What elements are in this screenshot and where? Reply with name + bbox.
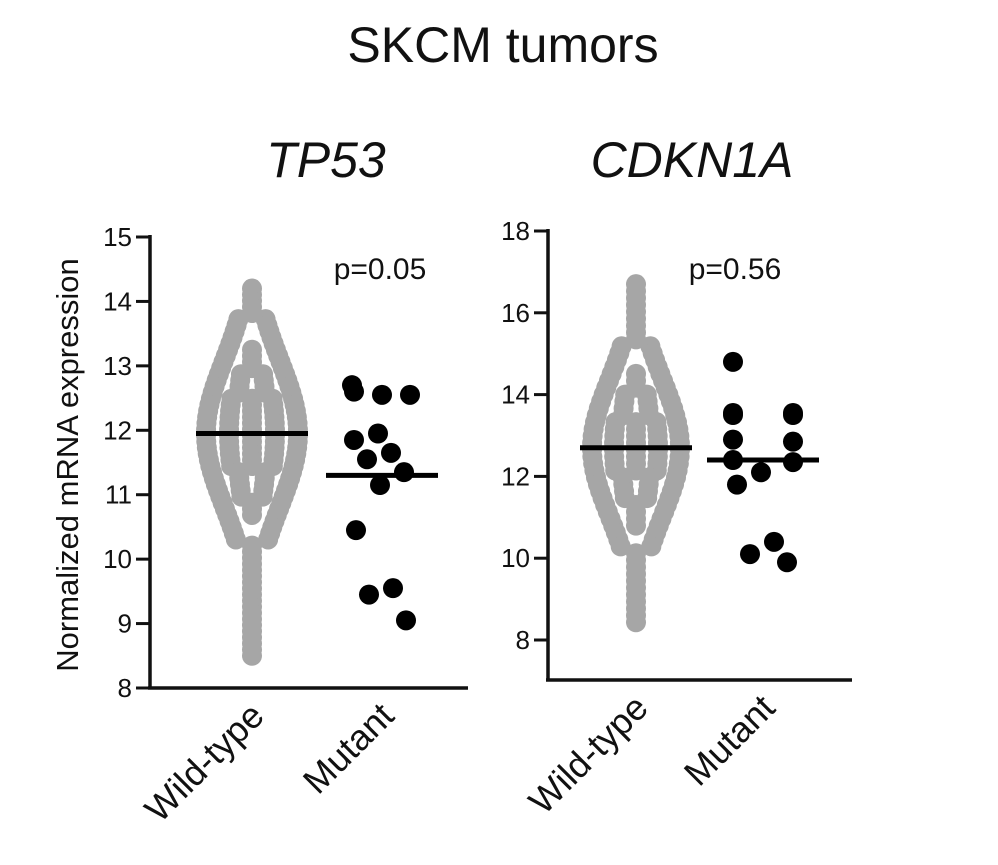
data-point-mutant	[357, 449, 377, 470]
data-point-mutant	[764, 531, 784, 552]
x-category-label: Wild-type	[137, 695, 272, 830]
y-tick-label: 14	[103, 286, 132, 316]
y-tick-label: 11	[105, 480, 132, 510]
data-point-wildtype	[258, 529, 279, 550]
data-point-mutant	[723, 351, 743, 372]
x-category-label: Wild-type	[521, 687, 656, 822]
data-point-wildtype	[626, 515, 646, 536]
data-point-wildtype	[610, 536, 631, 557]
y-tick-label: 13	[103, 351, 132, 381]
data-point-mutant	[394, 462, 414, 483]
x-category-label: Mutant	[295, 695, 402, 802]
data-point-mutant	[396, 610, 416, 631]
data-point-mutant	[740, 544, 760, 565]
data-point-mutant	[344, 381, 364, 402]
data-point-mutant	[400, 384, 420, 405]
data-point-wildtype	[242, 645, 262, 666]
y-tick-label: 8	[118, 673, 132, 703]
figure-title: SKCM tumors	[347, 17, 658, 73]
data-point-mutant	[727, 474, 747, 495]
data-point-mutant	[783, 405, 803, 426]
y-tick-label: 10	[103, 544, 132, 574]
data-point-mutant	[783, 431, 803, 452]
y-tick-label: 18	[501, 216, 530, 246]
data-point-mutant	[723, 429, 743, 450]
y-tick-label: 16	[501, 298, 530, 328]
panel-title-cdkn1a: CDKN1A	[591, 132, 794, 188]
y-tick-label: 14	[501, 380, 530, 410]
data-point-mutant	[383, 578, 403, 599]
y-tick-label: 10	[501, 543, 530, 573]
panel-title-tp53: TP53	[266, 132, 386, 188]
y-axis-label: Normalized mRNA expression	[50, 258, 85, 671]
y-tick-label: 12	[501, 461, 530, 491]
y-tick-label: 12	[103, 415, 132, 445]
y-tick-label: 9	[118, 609, 132, 639]
data-point-mutant	[359, 584, 379, 605]
x-category-label: Mutant	[676, 687, 783, 794]
data-point-mutant	[372, 384, 392, 405]
y-tick-label: 15	[103, 222, 132, 252]
panel-tp53: 8 9 10 11 12 13 14 15 Wild-type Mutant TP53 p=0.05	[103, 132, 468, 830]
data-point-wildtype	[242, 504, 262, 525]
data-point-wildtype	[641, 536, 662, 557]
p-value-tp53: p=0.05	[334, 253, 427, 286]
data-point-wildtype	[225, 529, 246, 550]
data-point-mutant	[346, 520, 366, 541]
data-point-mutant	[368, 423, 388, 444]
p-value-cdkn1a: p=0.56	[689, 253, 782, 286]
data-point-mutant	[344, 429, 364, 450]
data-point-mutant	[381, 442, 401, 463]
data-point-mutant	[723, 405, 743, 426]
panel-cdkn1a: 8 10 12 14 16 18 Wild-type Mutant CDKN1A p=0.56	[501, 132, 852, 822]
data-point-mutant	[751, 462, 771, 483]
data-point-mutant	[777, 552, 797, 573]
data-point-mutant	[370, 475, 390, 496]
data-point-wildtype	[626, 612, 646, 633]
y-tick-label: 8	[516, 625, 530, 655]
